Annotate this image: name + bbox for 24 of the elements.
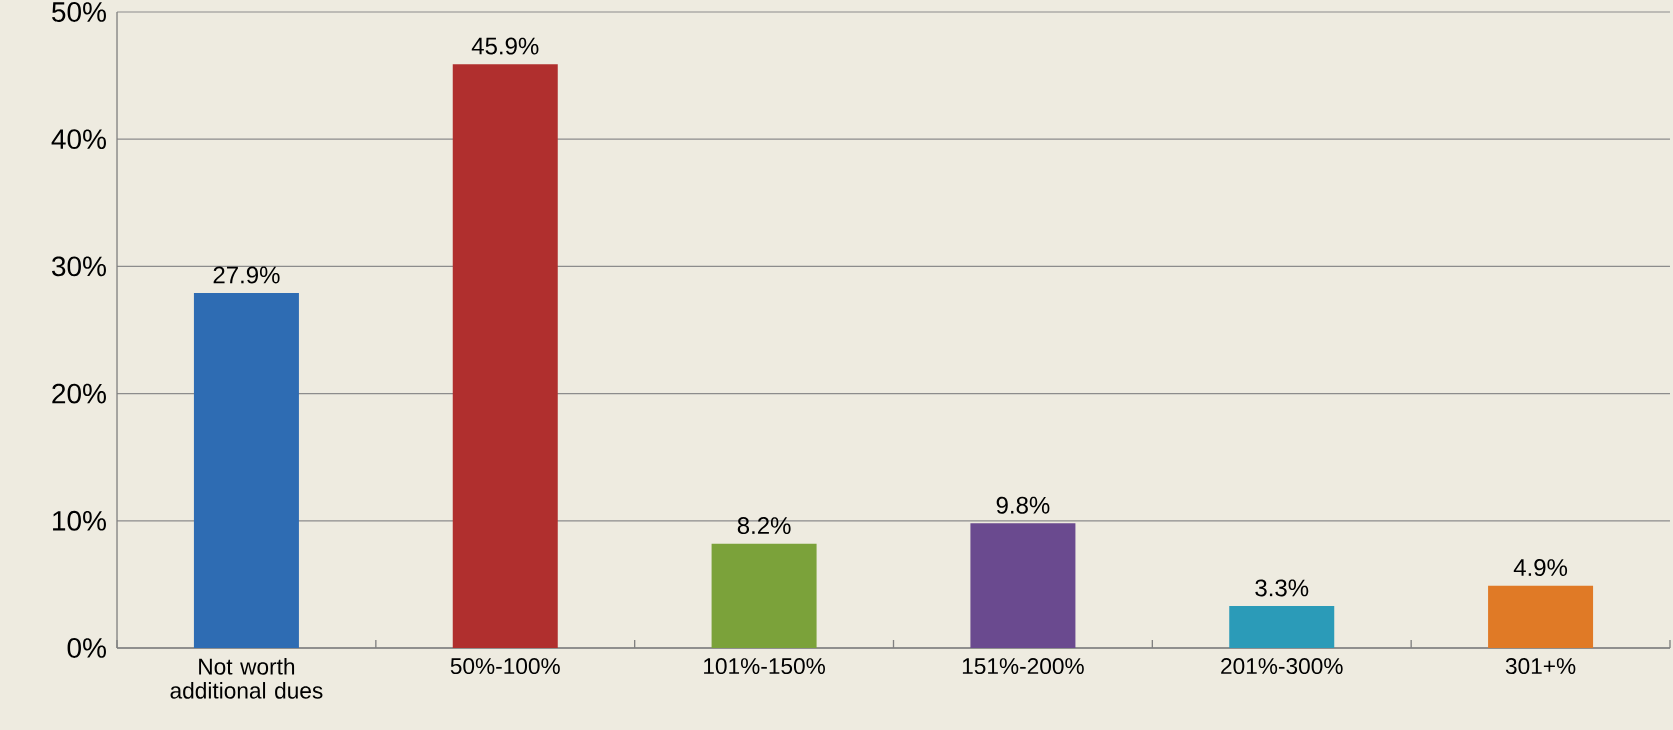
x-tick-label: 151%-200% xyxy=(962,658,1084,675)
data-label: 45.9% xyxy=(471,37,539,55)
y-tick-label: 30% xyxy=(51,256,106,277)
x-tick-label: Not worth additional dues xyxy=(170,658,323,699)
bar xyxy=(452,64,558,648)
bar xyxy=(193,293,299,648)
data-label: 4.9% xyxy=(1513,559,1568,577)
data-label: 9.8% xyxy=(996,496,1050,514)
x-tick-label: 101%-150% xyxy=(704,658,825,675)
x-tick-label: 201%-300% xyxy=(1221,658,1343,675)
data-label: 3.3% xyxy=(1255,579,1309,597)
bar xyxy=(1488,585,1594,648)
bar xyxy=(1229,606,1335,648)
bar xyxy=(970,523,1076,648)
x-tick-label: 301+% xyxy=(1505,658,1576,675)
data-label: 27.9% xyxy=(213,266,280,284)
data-label: 8.2% xyxy=(737,517,791,535)
bar xyxy=(711,543,817,648)
x-tick-label: 50%-100% xyxy=(450,658,560,675)
y-tick-label: 50% xyxy=(52,2,106,22)
y-tick-label: 40% xyxy=(51,129,106,150)
y-tick-label: 20% xyxy=(52,383,106,404)
y-tick-label: 0% xyxy=(67,638,106,658)
y-tick-label: 10% xyxy=(53,510,106,531)
